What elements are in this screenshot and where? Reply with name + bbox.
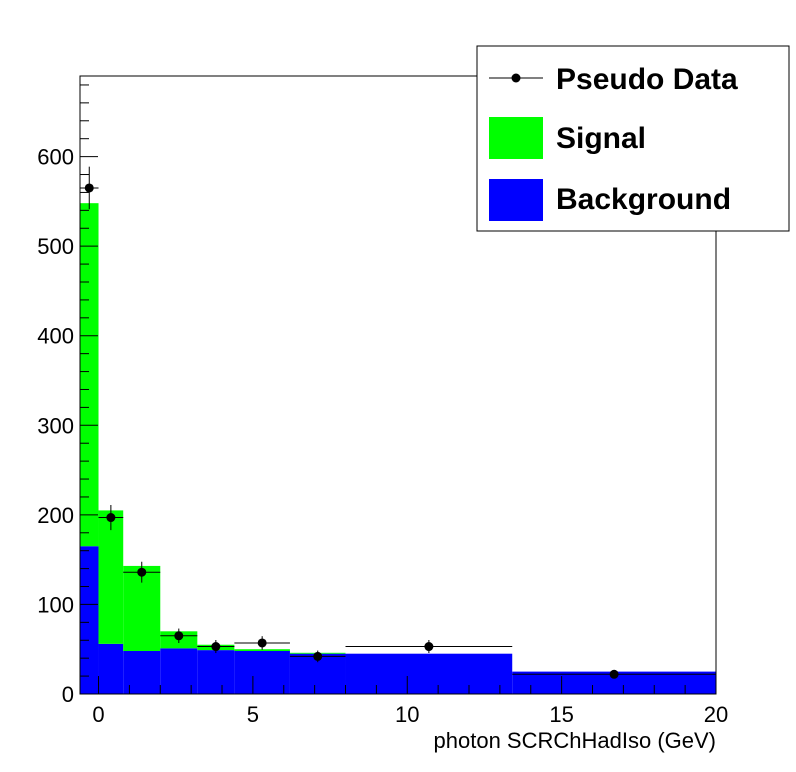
data-points — [80, 166, 716, 679]
x-tick-label: 0 — [92, 702, 104, 727]
signal-bar — [98, 510, 124, 644]
data-point — [289, 650, 346, 663]
background-bar — [234, 651, 290, 694]
axis-ticks: 0 100 200 300 400 500 600 0 5 10 15 20 — [37, 84, 728, 727]
background-bar — [123, 651, 161, 694]
y-tick-label: 100 — [37, 592, 74, 617]
background-bar — [345, 653, 513, 694]
signal-bar — [234, 649, 290, 652]
legend-marker-data — [489, 73, 543, 83]
plot-border — [79, 75, 717, 695]
x-tick-label: 10 — [395, 702, 419, 727]
legend-label-signal: Signal — [556, 122, 646, 155]
y-tick-label: 400 — [37, 324, 74, 349]
background-bar — [98, 643, 124, 694]
y-tick-label: 600 — [37, 145, 74, 170]
x-tick-label: 15 — [549, 702, 573, 727]
data-point — [80, 166, 99, 210]
legend: Pseudo Data Signal Background — [476, 45, 790, 232]
data-point — [123, 561, 161, 583]
background-bar — [160, 648, 198, 694]
data-point — [197, 640, 235, 654]
legend-swatch-background — [489, 179, 543, 221]
data-point — [160, 628, 198, 644]
stacked-bars — [80, 203, 716, 694]
background-bar — [197, 650, 235, 694]
y-tick-label: 200 — [37, 503, 74, 528]
x-tick-label: 20 — [704, 702, 728, 727]
plot-frame — [79, 75, 717, 695]
x-tick-label: 5 — [247, 702, 259, 727]
legend-swatch-signal — [489, 117, 543, 159]
legend-label-data: Pseudo Data — [556, 63, 738, 96]
data-point — [345, 640, 513, 654]
y-tick-label: 300 — [37, 413, 74, 438]
background-bar — [512, 671, 716, 694]
data-point — [512, 669, 716, 679]
x-axis-title: photon SCRChHadIso (GeV) — [434, 728, 716, 753]
data-point — [98, 504, 124, 531]
background-bar — [80, 546, 99, 694]
signal-bar — [80, 203, 99, 547]
y-tick-label: 500 — [37, 234, 74, 259]
legend-label-background: Background — [556, 183, 731, 216]
y-tick-label: 0 — [62, 682, 74, 707]
data-point — [234, 636, 290, 650]
